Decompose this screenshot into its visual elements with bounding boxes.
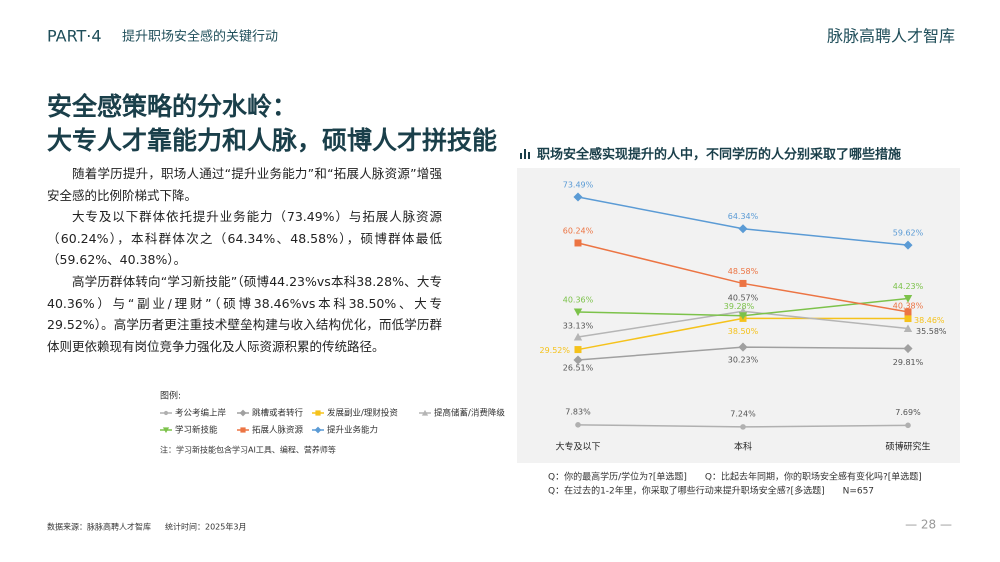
legend-marker xyxy=(162,427,170,434)
value-label: 38.50% xyxy=(728,327,759,336)
value-label: 39.28% xyxy=(724,302,755,311)
icon xyxy=(524,149,526,159)
page-number: — 28 — xyxy=(905,518,952,532)
icon xyxy=(528,152,530,159)
marker xyxy=(905,422,911,429)
value-label: 29.52% xyxy=(539,346,570,355)
value-label: 40.57% xyxy=(728,294,759,303)
value-label: 38.46% xyxy=(914,316,945,325)
marker xyxy=(738,312,748,320)
note: 注：学习新技能包含学习AI工具、编程、营养师等 xyxy=(160,445,336,455)
value-label: 30.23% xyxy=(728,356,759,365)
legend-marker xyxy=(314,426,322,434)
source: 数据来源：脉脉高聘人才智库 xyxy=(47,522,151,532)
body-text: 随着学历提升，职场人通过“提升业务能力”和“拓展人脉资源”增强安全感的比例阶梯式… xyxy=(47,163,442,357)
legend-label: 发展副业/理财投资 xyxy=(327,408,398,419)
headline-line: 安全感策略的分水岭： xyxy=(47,92,298,121)
value-label: 35.58% xyxy=(916,327,947,336)
marker xyxy=(903,295,913,303)
marker xyxy=(573,192,583,202)
time: 统计时间：2025年3月 xyxy=(165,522,246,532)
value-label: 7.24% xyxy=(730,409,756,418)
marker xyxy=(903,344,913,354)
value-label: 48.58% xyxy=(728,267,759,276)
value-label: 7.83% xyxy=(565,407,591,416)
marker xyxy=(573,355,583,365)
marker xyxy=(903,324,913,333)
marker xyxy=(574,346,582,354)
paragraph: 大专及以下群体依托提升业务能力（73.49%）与拓展人脉资源（60.24%），本… xyxy=(47,209,442,268)
marker xyxy=(573,332,583,341)
headline-line: 大专人才靠能力和人脉，硕博人才拼技能 xyxy=(47,126,498,155)
paragraph: 高学历群体转向“学习新技能”（硕博44.23%vs本科38.28%、大专40.3… xyxy=(47,273,442,354)
legend-title: 图例: xyxy=(160,390,181,402)
legend-label: 考公考编上岸 xyxy=(175,408,227,419)
legend-marker xyxy=(315,410,321,416)
marker xyxy=(575,422,581,428)
value-label: 59.62% xyxy=(893,229,924,238)
value-label: 33.13% xyxy=(563,322,594,331)
legend-marker xyxy=(240,427,246,433)
value-label: 40.36% xyxy=(563,295,594,304)
paragraph: 随着学历提升，职场人通过“提升业务能力”和“拓展人脉资源”增强安全感的比例阶梯式… xyxy=(47,166,442,203)
question: Q：你的最高学历/学位为?[单选题] Q：比起去年同期，你的职场安全感有变化吗?… xyxy=(548,471,922,483)
value-label: 40.38% xyxy=(893,301,924,310)
legend-marker xyxy=(421,409,429,416)
marker xyxy=(903,240,913,250)
value-label: 60.24% xyxy=(563,226,594,235)
brand: 脉脉高聘人才智库 xyxy=(827,27,955,46)
marker xyxy=(904,308,912,316)
section-label: 提升职场安全感的关键行动 xyxy=(122,29,278,45)
legend-label: 拓展人脉资源 xyxy=(252,425,304,436)
question: Q：在过去的1-2年里，你采取了哪些行动来提升职场安全感?[多选题] N=657 xyxy=(548,485,874,497)
legend-marker xyxy=(239,409,247,417)
value-label: 64.34% xyxy=(728,212,759,221)
x-tick-label: 大专及以下 xyxy=(555,441,600,453)
value-label: 29.81% xyxy=(893,358,924,367)
x-tick-label: 本科 xyxy=(734,441,752,453)
legend-marker xyxy=(163,410,169,416)
marker xyxy=(739,279,747,287)
legend-label: 跳槽或者转行 xyxy=(252,408,304,419)
x-tick-label: 硕博研究生 xyxy=(885,441,930,453)
legend-label: 学习新技能 xyxy=(175,425,218,436)
chart-title: 职场安全感实现提升的人中，不同学历的人分别采取了哪些措施 xyxy=(537,147,901,163)
marker xyxy=(904,315,912,323)
legend-label: 提高储蓄/消费降级 xyxy=(434,408,505,419)
value-label: 44.23% xyxy=(893,282,924,291)
marker xyxy=(573,308,583,317)
icon xyxy=(520,153,522,159)
part-label: PART·4 xyxy=(47,27,102,46)
value-label: 26.51% xyxy=(563,364,594,373)
marker xyxy=(740,424,746,430)
headline: 安全感策略的分水岭： 大专人才靠能力和人脉，硕博人才拼技能 xyxy=(47,90,497,158)
legend-label: 提升业务能力 xyxy=(327,425,378,436)
marker xyxy=(738,342,748,352)
marker xyxy=(574,239,582,247)
marker xyxy=(738,224,748,234)
value-label: 7.69% xyxy=(895,408,921,417)
value-label: 73.49% xyxy=(563,180,594,189)
